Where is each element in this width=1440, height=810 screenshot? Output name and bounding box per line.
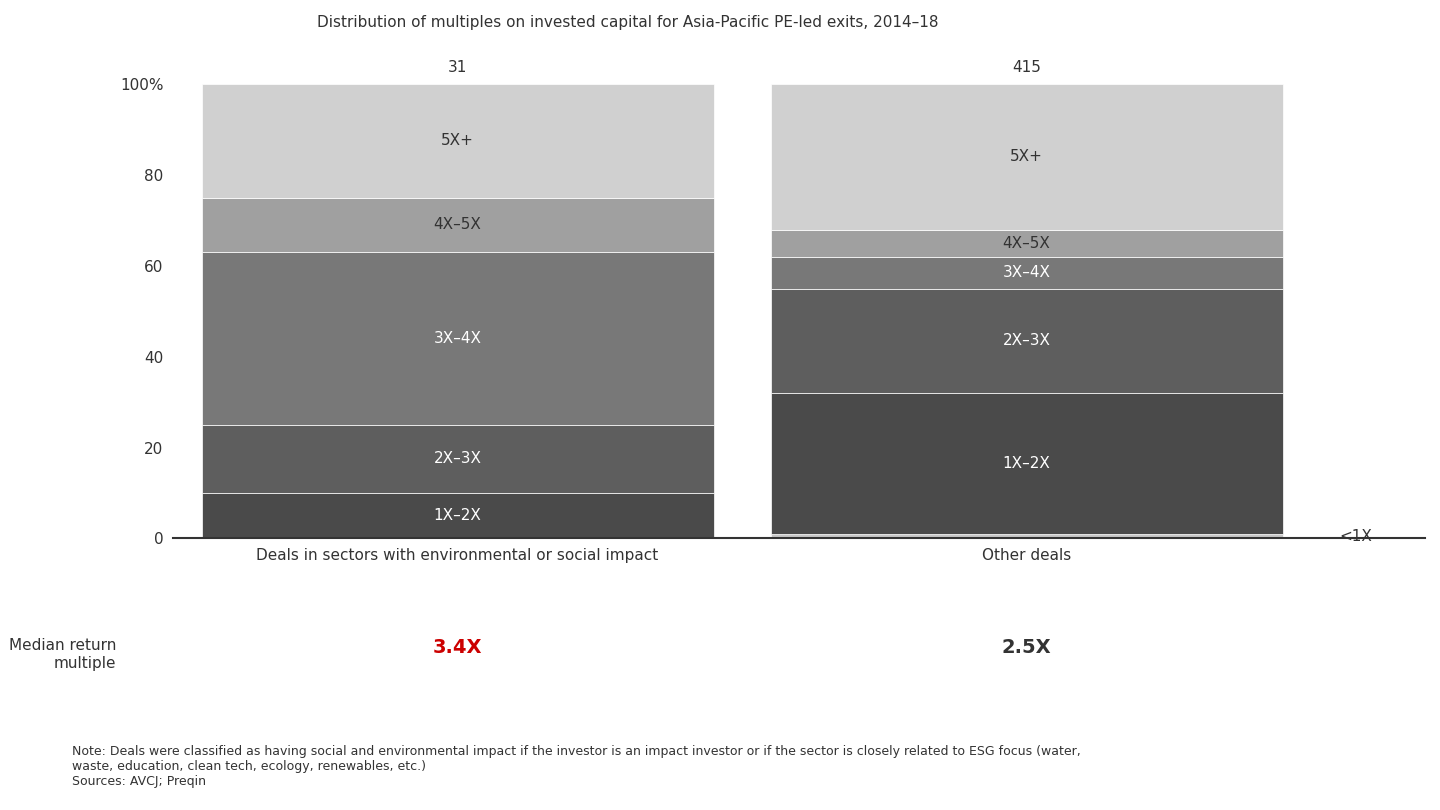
Text: 31: 31 <box>448 60 468 75</box>
Text: 415: 415 <box>1012 60 1041 75</box>
Bar <box>770 229 1283 257</box>
Bar <box>202 84 714 198</box>
Text: 2X–3X: 2X–3X <box>1002 333 1051 348</box>
Text: 2.5X: 2.5X <box>1002 638 1051 657</box>
Bar <box>770 84 1283 229</box>
Bar <box>770 257 1283 288</box>
Text: 1X–2X: 1X–2X <box>433 508 481 523</box>
Text: <1X: <1X <box>1339 529 1372 544</box>
Text: Distribution of multiples on invested capital for Asia-Pacific PE-led exits, 201: Distribution of multiples on invested ca… <box>317 15 939 30</box>
Text: 5X+: 5X+ <box>441 134 474 148</box>
Bar <box>202 424 714 493</box>
Text: 5X+: 5X+ <box>1011 149 1043 164</box>
Text: 4X–5X: 4X–5X <box>1002 236 1051 250</box>
Bar <box>770 534 1283 539</box>
Text: 3X–4X: 3X–4X <box>1002 265 1051 280</box>
Text: Median return
multiple: Median return multiple <box>9 638 117 671</box>
Bar <box>202 198 714 252</box>
Bar <box>202 252 714 424</box>
Text: 3X–4X: 3X–4X <box>433 331 481 346</box>
Text: 4X–5X: 4X–5X <box>433 217 481 232</box>
Bar <box>202 493 714 539</box>
Bar <box>770 393 1283 534</box>
Text: 3.4X: 3.4X <box>433 638 482 657</box>
Bar <box>770 288 1283 393</box>
Text: 1X–2X: 1X–2X <box>1002 456 1051 471</box>
Text: 2X–3X: 2X–3X <box>433 451 481 467</box>
Text: Note: Deals were classified as having social and environmental impact if the inv: Note: Deals were classified as having so… <box>72 745 1081 788</box>
